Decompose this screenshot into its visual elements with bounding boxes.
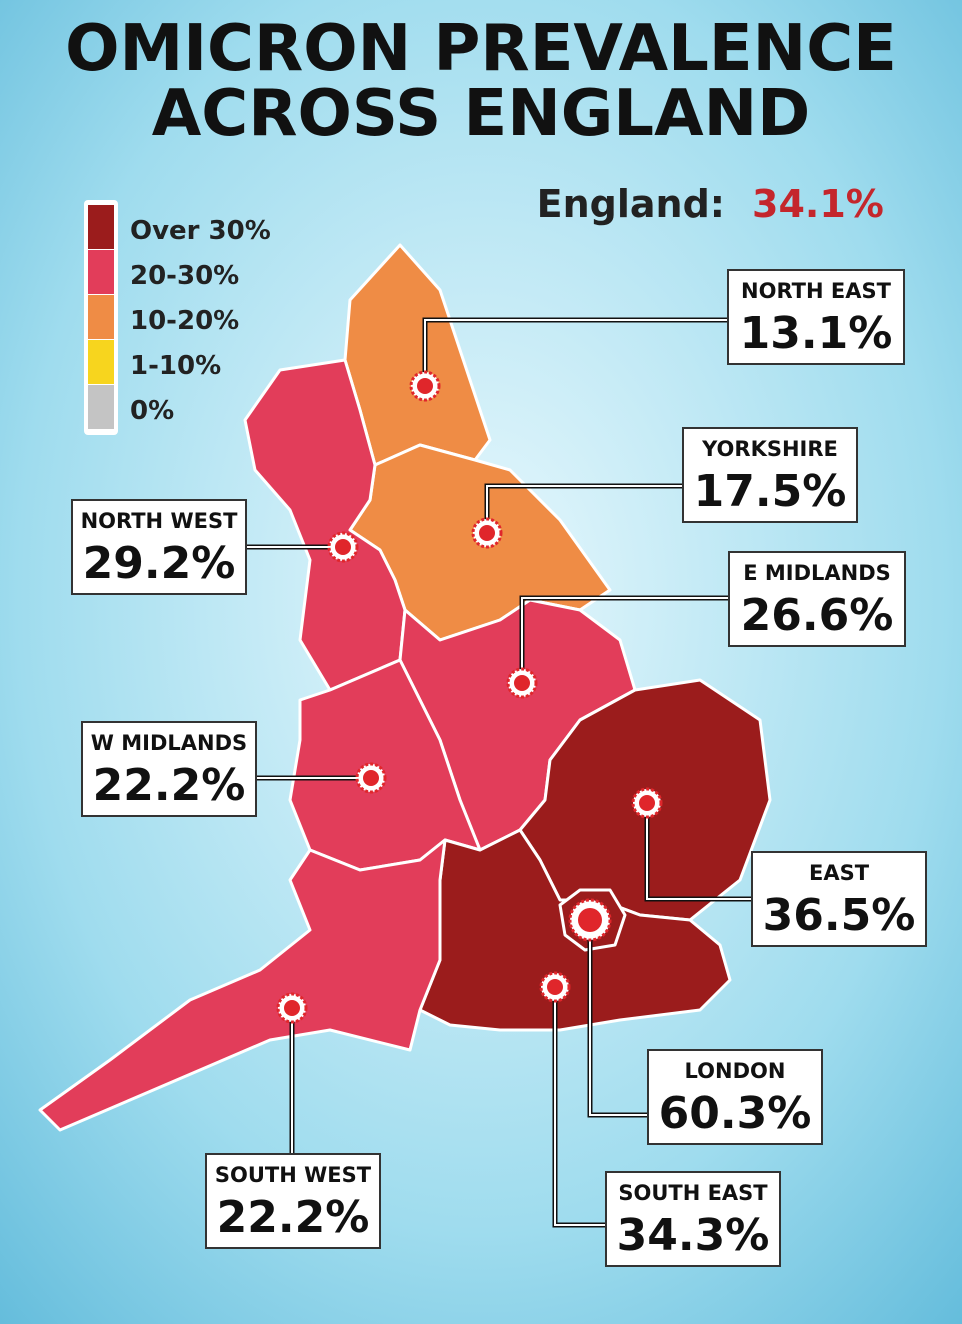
marker bbox=[514, 675, 530, 691]
leader-line bbox=[424, 319, 728, 386]
region-value: 60.3% bbox=[659, 1088, 812, 1139]
leader-line bbox=[646, 803, 752, 900]
region-name: W MIDLANDS bbox=[91, 731, 247, 755]
region-label: SOUTH WEST 22.2% bbox=[205, 1153, 381, 1249]
leader-line bbox=[589, 920, 648, 1116]
region-value: 34.3% bbox=[617, 1210, 770, 1261]
region-name: SOUTH EAST bbox=[618, 1181, 768, 1205]
label-box bbox=[682, 427, 858, 523]
legend-swatch bbox=[88, 340, 114, 384]
marker bbox=[417, 378, 433, 394]
marker bbox=[363, 770, 379, 786]
region-label: NORTH EAST 13.1% bbox=[727, 269, 905, 365]
region-label: YORKSHIRE 17.5% bbox=[682, 427, 858, 523]
label-box bbox=[605, 1171, 781, 1267]
region-value: 26.6% bbox=[741, 590, 894, 641]
marker bbox=[547, 979, 563, 995]
region-label: NORTH WEST 29.2% bbox=[71, 499, 247, 595]
legend-label: 20-30% bbox=[130, 261, 239, 291]
label-box bbox=[728, 551, 906, 647]
region-name: NORTH EAST bbox=[741, 279, 892, 303]
marker bbox=[578, 908, 602, 932]
legend-label: Over 30% bbox=[130, 216, 271, 246]
region-label: SOUTH EAST 34.3% bbox=[605, 1171, 781, 1267]
region-value: 36.5% bbox=[763, 890, 916, 941]
marker bbox=[639, 795, 655, 811]
label-box bbox=[751, 851, 927, 947]
region-value: 22.2% bbox=[93, 760, 246, 811]
label-box bbox=[71, 499, 247, 595]
leader-line bbox=[486, 485, 683, 533]
label-box bbox=[205, 1153, 381, 1249]
legend-label: 1-10% bbox=[130, 351, 221, 381]
region-value: 13.1% bbox=[740, 308, 893, 359]
national-value: 34.1% bbox=[752, 182, 884, 226]
marker bbox=[479, 525, 495, 541]
label-box bbox=[727, 269, 905, 365]
region-name: SOUTH WEST bbox=[215, 1163, 372, 1187]
region-value: 29.2% bbox=[83, 538, 236, 589]
region-label: W MIDLANDS 22.2% bbox=[81, 721, 257, 817]
region-name: YORKSHIRE bbox=[701, 437, 838, 461]
region-name: LONDON bbox=[685, 1059, 786, 1083]
title-line: ACROSS ENGLAND bbox=[152, 77, 811, 151]
region-label: EAST 36.5% bbox=[751, 851, 927, 947]
title-line: OMICRON PREVALENCE bbox=[65, 12, 897, 86]
label-box bbox=[647, 1049, 823, 1145]
region-label: LONDON 60.3% bbox=[647, 1049, 823, 1145]
region-name: E MIDLANDS bbox=[743, 561, 891, 585]
region-name: NORTH WEST bbox=[81, 509, 238, 533]
region-name: EAST bbox=[809, 861, 870, 885]
legend-swatch bbox=[88, 205, 114, 249]
marker bbox=[284, 1000, 300, 1016]
national-label: England: bbox=[537, 182, 725, 226]
region-value: 17.5% bbox=[694, 466, 847, 517]
marker bbox=[335, 539, 351, 555]
region-label: E MIDLANDS 26.6% bbox=[728, 551, 906, 647]
region-value: 22.2% bbox=[217, 1192, 370, 1243]
leader-line bbox=[554, 987, 606, 1226]
legend-swatch bbox=[88, 250, 114, 294]
legend-swatch bbox=[88, 385, 114, 429]
legend-label: 0% bbox=[130, 396, 174, 426]
legend-label: 10-20% bbox=[130, 306, 239, 336]
region-shape bbox=[38, 838, 447, 1132]
label-box bbox=[81, 721, 257, 817]
leader-line bbox=[521, 597, 729, 683]
legend-swatch bbox=[88, 295, 114, 339]
